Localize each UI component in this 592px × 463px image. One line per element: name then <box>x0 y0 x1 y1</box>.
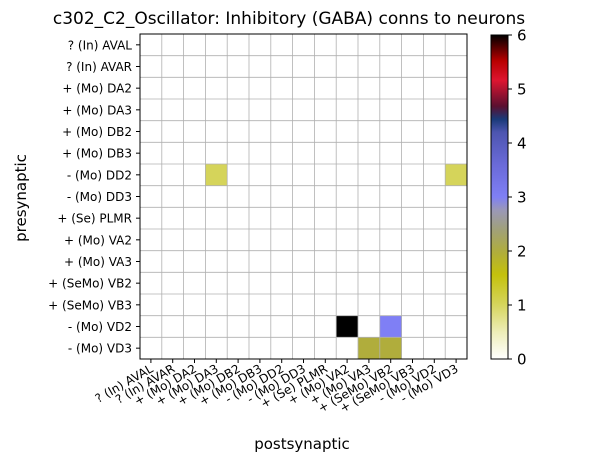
y-tick-label: + (Mo) VA2 <box>64 233 132 247</box>
y-tick-label: + (Se) PLMR <box>57 212 132 226</box>
y-tick-label: + (Mo) DA3 <box>62 103 132 117</box>
y-tick-label: - (Mo) VD3 <box>68 342 132 356</box>
heatmap-cell <box>358 337 380 359</box>
colorbar-ticks: 0 1 2 3 4 5 6 <box>508 27 527 369</box>
colorbar-tick-label: 5 <box>517 81 527 99</box>
chart-title: c302_C2_Oscillator: Inhibitory (GABA) co… <box>53 9 525 29</box>
y-tick-label: + (Mo) DA2 <box>62 82 132 96</box>
y-tick-labels: ? (In) AVAL ? (In) AVAR + (Mo) DA2 + (Mo) D… <box>48 38 140 356</box>
colorbar-tick-label: 1 <box>517 297 527 315</box>
heatmap-cell <box>379 337 402 359</box>
colorbar-tick-label: 2 <box>517 243 527 261</box>
x-axis-label: postsynaptic <box>254 435 350 453</box>
y-tick-label: + (Mo) DB3 <box>62 147 132 161</box>
plot-frame <box>139 33 468 360</box>
colorbar <box>490 34 509 360</box>
grid-lines <box>140 34 467 359</box>
y-tick-label: ? (In) AVAL <box>68 38 133 52</box>
y-tick-label: - (Mo) DD3 <box>67 190 132 204</box>
heatmap-cell <box>205 164 228 186</box>
y-tick-label: - (Mo) DD2 <box>67 168 132 182</box>
x-tick-labels: ? (In) AVAL? (In) AVAR+ (Mo) DA2+ (Mo) D… <box>93 359 461 416</box>
y-tick-label: + (SeMo) VB3 <box>48 298 132 312</box>
colorbar-tick-label: 3 <box>517 189 527 207</box>
colorbar-tick-label: 6 <box>517 27 527 45</box>
heatmap-cells <box>205 164 467 359</box>
y-tick-label: + (Mo) VA3 <box>64 255 132 269</box>
plot-background <box>140 34 467 359</box>
heatmap-cell <box>379 315 402 338</box>
colorbar-tick-label: 0 <box>517 351 527 369</box>
heatmap-cell <box>445 164 467 186</box>
y-tick-label: ? (In) AVAR <box>66 60 132 74</box>
plot-area <box>140 34 467 359</box>
colorbar-tick-label: 4 <box>517 135 527 153</box>
y-axis-label: presynaptic <box>12 154 30 242</box>
heatmap-cell <box>336 315 358 338</box>
y-tick-label: - (Mo) VD2 <box>68 320 132 334</box>
y-tick-label: + (Mo) DB2 <box>62 125 132 139</box>
y-tick-label: + (SeMo) VB2 <box>48 277 132 291</box>
